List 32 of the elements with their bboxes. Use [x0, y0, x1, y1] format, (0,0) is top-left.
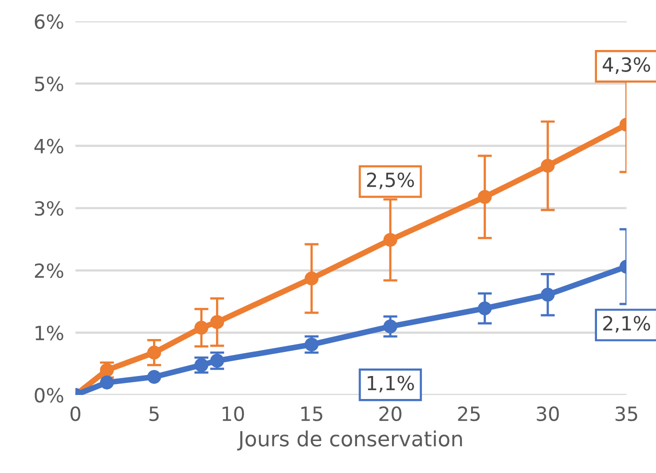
- point: [194, 320, 208, 335]
- y-tick-label: 5%: [34, 76, 64, 92]
- point: [540, 288, 555, 302]
- data-label: 2,1%: [603, 316, 650, 333]
- point: [147, 370, 162, 384]
- y-tick-label: 6%: [34, 14, 64, 29]
- point: [210, 315, 224, 330]
- y-tick-label: 4%: [34, 138, 64, 154]
- y-tick-label: 3%: [34, 201, 64, 216]
- y-tick-label: 2%: [34, 263, 64, 278]
- point: [478, 190, 492, 204]
- x-tick-label: 0: [70, 406, 80, 422]
- point: [478, 301, 492, 316]
- x-tick-label: 20: [379, 406, 402, 422]
- data-label: 1,1%: [368, 376, 414, 392]
- data-label: 2,5%: [367, 172, 414, 190]
- x-tick-label: 10: [222, 406, 244, 422]
- point: [304, 272, 319, 286]
- x-axis-title: Jours de conservation: [237, 430, 462, 450]
- point: [540, 158, 555, 173]
- point: [383, 320, 398, 334]
- x-tick-label: 15: [301, 406, 322, 422]
- y-tick-label: 1%: [36, 326, 64, 340]
- x-tick-label: 30: [536, 406, 559, 422]
- y-tick-label: 0%: [34, 388, 64, 403]
- point: [147, 346, 162, 360]
- point: [383, 232, 398, 247]
- x-tick-label: 35: [616, 406, 638, 422]
- data-label: 4,3%: [602, 57, 650, 74]
- x-tick-label: 5: [149, 406, 159, 422]
- point: [100, 376, 114, 390]
- x-tick-label: 25: [458, 406, 480, 422]
